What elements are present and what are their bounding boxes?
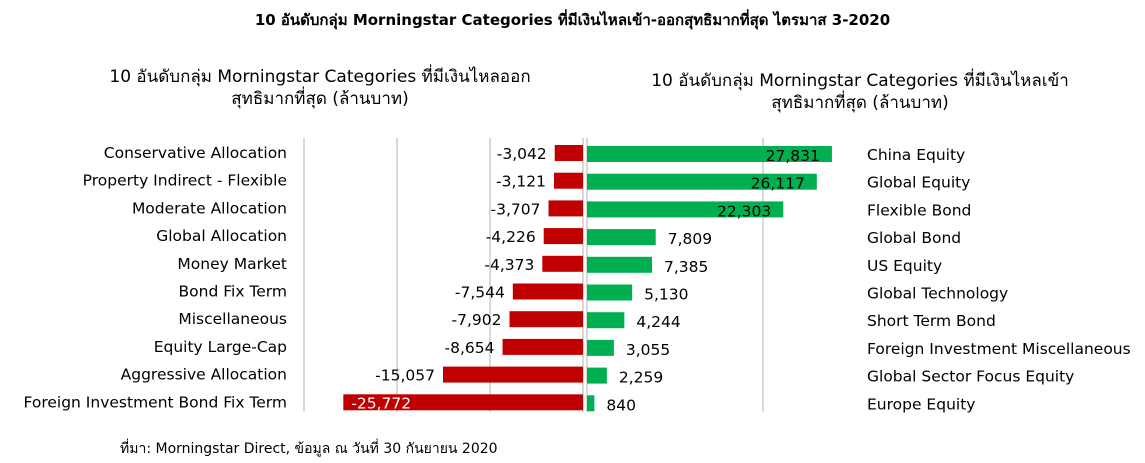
- outflow-category-label: Foreign Investment Bond Fix Term: [24, 393, 288, 411]
- inflow-bar: [587, 284, 633, 301]
- inflow-bar: [587, 367, 607, 384]
- outflow-value-label: -3,707: [491, 200, 541, 218]
- inflow-value-label: 2,259: [619, 369, 663, 387]
- outflow-category-label: Miscellaneous: [178, 310, 287, 328]
- outflow-bar: [512, 283, 583, 300]
- inflow-category-label: Flexible Bond: [867, 201, 971, 219]
- outflow-bar: [553, 172, 583, 189]
- inflow-value-label: 3,055: [626, 341, 670, 359]
- outflow-bar: [442, 366, 583, 383]
- outflow-value-label: -4,373: [484, 256, 534, 274]
- inflow-category-label: Global Technology: [867, 285, 1008, 303]
- outflow-bar: [343, 394, 583, 411]
- outflow-bar: [509, 311, 583, 328]
- inflow-value-label: 26,117: [751, 175, 805, 193]
- outflow-bar: [554, 145, 583, 161]
- inflow-value-label: 7,809: [668, 230, 712, 248]
- outflow-category-label: Property Indirect - Flexible: [83, 172, 287, 190]
- outflow-category-label: Money Market: [177, 255, 287, 273]
- inflow-category-label: Foreign Investment Miscellaneous: [867, 340, 1131, 358]
- outflow-category-label: Conservative Allocation: [104, 144, 287, 162]
- inflow-chart-title: 10 อันดับกลุ่ม Morningstar Categories ที…: [651, 71, 1069, 113]
- outflow-category-label: Moderate Allocation: [132, 199, 287, 217]
- outflow-value-label: -3,121: [496, 173, 546, 191]
- outflow-bar: [548, 200, 583, 217]
- outflow-bar: [542, 255, 583, 272]
- inflow-bar: [587, 395, 595, 412]
- inflow-category-label: Short Term Bond: [867, 312, 996, 330]
- inflow-value-label: 840: [606, 396, 636, 414]
- outflow-value-label: -7,902: [452, 311, 502, 329]
- outflow-value-label: -7,544: [455, 284, 505, 302]
- inflow-bar: [587, 146, 832, 162]
- inflow-category-label: Global Equity: [867, 174, 970, 192]
- inflow-value-label: 5,130: [644, 286, 688, 304]
- inflow-bar: [587, 256, 652, 273]
- outflow-chart-title: 10 อันดับกลุ่ม Morningstar Categories ที…: [109, 67, 531, 109]
- inflow-bar: [587, 312, 625, 329]
- outflow-category-label: Equity Large-Cap: [154, 338, 287, 356]
- source-note: ที่มา: Morningstar Direct, ข้อมูล ณ วันท…: [120, 441, 498, 457]
- outflow-bar: [543, 228, 583, 245]
- outflow-value-label: -3,042: [497, 145, 547, 163]
- inflow-category-label: China Equity: [867, 146, 965, 164]
- inflow-category-label: US Equity: [867, 257, 942, 275]
- chart-title: 10 อันดับกลุ่ม Morningstar Categories ที…: [254, 11, 891, 29]
- inflow-bar: [587, 339, 614, 356]
- inflow-bar: [587, 173, 817, 190]
- inflow-value-label: 7,385: [664, 258, 708, 276]
- outflow-value-label: -25,772: [351, 394, 411, 412]
- inflow-value-label: 4,244: [636, 313, 680, 331]
- outflow-value-label: -15,057: [375, 367, 435, 385]
- outflow-category-label: Bond Fix Term: [179, 283, 287, 301]
- outflow-category-label: Global Allocation: [156, 227, 287, 245]
- inflow-value-label: 22,303: [717, 202, 771, 220]
- inflow-category-label: Global Sector Focus Equity: [867, 368, 1074, 386]
- outflow-bar: [502, 338, 583, 355]
- outflow-value-label: -4,226: [486, 228, 536, 246]
- inflow-value-label: 27,831: [766, 147, 820, 165]
- inflow-bar: [587, 229, 656, 246]
- inflow-category-label: Global Bond: [867, 229, 961, 247]
- outflow-category-label: Aggressive Allocation: [121, 366, 287, 384]
- inflow-bar: [587, 201, 784, 218]
- outflow-value-label: -8,654: [445, 339, 495, 357]
- inflow-category-label: Europe Equity: [867, 395, 975, 413]
